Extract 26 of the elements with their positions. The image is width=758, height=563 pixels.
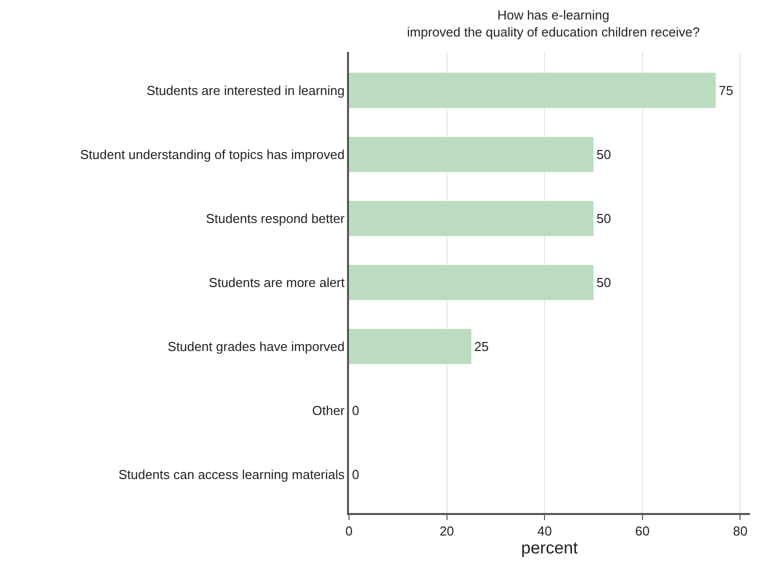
y-tick-label: Other xyxy=(312,403,346,418)
x-tick-label: 0 xyxy=(345,523,353,538)
bar xyxy=(349,136,594,172)
chart-title: How has e-learning improved the quality of education children receive? xyxy=(407,8,700,40)
data-label: 0 xyxy=(352,467,360,482)
data-label: 50 xyxy=(596,275,611,290)
x-tick-label: 80 xyxy=(732,523,748,538)
x-tick-label: 20 xyxy=(440,523,454,538)
y-tick-label: Student understanding of topics has improved xyxy=(80,146,345,162)
y-tick-label: Students are interested in learning xyxy=(146,82,345,98)
x-tick-label: 60 xyxy=(635,523,650,538)
data-label: 50 xyxy=(596,146,611,162)
x-tick-label: 40 xyxy=(537,523,552,538)
data-label: 0 xyxy=(352,403,360,418)
data-label: 50 xyxy=(596,210,611,226)
bar xyxy=(349,264,594,300)
bar xyxy=(349,328,472,364)
y-tick-label: Students are more alert xyxy=(208,275,346,290)
data-label: 75 xyxy=(718,82,734,98)
bar xyxy=(349,200,594,236)
y-tick-label: Student grades have imporved xyxy=(168,339,345,354)
y-tick-label: Students can access learning materials xyxy=(118,467,346,482)
bar xyxy=(349,72,716,108)
x-axis-title: percent xyxy=(521,538,578,558)
y-tick-label: Students respond better xyxy=(206,211,346,226)
data-label: 25 xyxy=(474,339,489,354)
